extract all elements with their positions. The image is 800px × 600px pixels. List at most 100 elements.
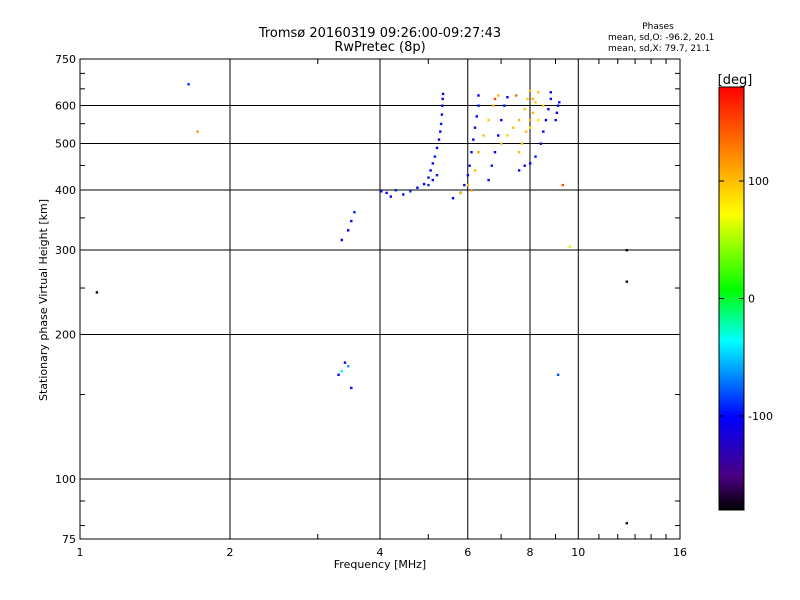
- data-point: [433, 155, 437, 158]
- data-point: [337, 373, 340, 376]
- data-point: [416, 186, 419, 189]
- y-tick-label: 600: [55, 100, 76, 113]
- data-point: [625, 522, 628, 525]
- data-point: [441, 97, 444, 101]
- data-point: [492, 104, 495, 107]
- data-point: [95, 291, 99, 294]
- data-point: [487, 178, 490, 182]
- data-point: [482, 134, 485, 137]
- data-point: [468, 164, 471, 167]
- data-point: [542, 130, 545, 133]
- data-point: [500, 142, 503, 145]
- data-point: [529, 89, 532, 92]
- data-point: [517, 118, 521, 122]
- data-point: [437, 138, 441, 141]
- data-point: [493, 97, 497, 101]
- plot-frame: [79, 58, 681, 540]
- data-point: [475, 115, 478, 118]
- x-tick-label: 16: [673, 546, 687, 559]
- grid-lines: [80, 59, 680, 539]
- data-point: [435, 146, 439, 150]
- data-point: [523, 108, 526, 111]
- colorbar-tick-label: 100: [748, 175, 769, 188]
- colorbar-tick-label: -100: [748, 410, 773, 423]
- y-tick-label: 200: [55, 329, 76, 342]
- y-axis-label: Stationary phase Virtual Height [km]: [37, 199, 50, 401]
- data-point: [439, 130, 442, 133]
- x-axis-label: Frequency [MHz]: [334, 558, 426, 571]
- data-point: [558, 101, 561, 104]
- data-point: [554, 118, 557, 122]
- data-point: [520, 142, 524, 145]
- chart-subtitle: RwPretec (8p): [334, 40, 426, 55]
- data-point: [500, 118, 503, 122]
- data-point: [561, 183, 564, 187]
- data-point: [556, 373, 560, 376]
- data-point: [487, 118, 490, 122]
- data-point: [394, 189, 398, 192]
- x-tick-label: 6: [464, 546, 471, 559]
- data-point: [422, 182, 426, 186]
- y-tick-label: 500: [55, 138, 76, 151]
- data-point: [340, 369, 343, 373]
- colorbar-label: [deg]: [718, 73, 753, 88]
- data-point: [555, 111, 559, 114]
- phase-o-stats: mean, sd,O: -96.2, 20.1: [608, 33, 715, 43]
- data-point: [347, 229, 350, 232]
- data-point: [470, 189, 473, 192]
- data-point: [389, 195, 392, 198]
- colorbar-tick-label: 0: [748, 293, 755, 306]
- data-point: [529, 162, 532, 165]
- data-point: [473, 169, 477, 172]
- data-point: [477, 104, 480, 107]
- data-point: [542, 104, 545, 107]
- data-point: [529, 126, 532, 129]
- colorbar-ticks: -100 0 100: [719, 175, 773, 423]
- data-point: [472, 138, 475, 141]
- data-point: [625, 249, 628, 252]
- data-point: [549, 91, 552, 94]
- data-point: [497, 134, 500, 137]
- data-point: [506, 96, 509, 99]
- data-point: [427, 183, 430, 187]
- y-tick-label: 75: [62, 533, 76, 546]
- data-point: [440, 113, 444, 116]
- data-point: [493, 151, 497, 154]
- data-point: [568, 245, 571, 248]
- data-point: [531, 97, 535, 101]
- data-point: [477, 151, 480, 154]
- data-point: [477, 94, 480, 97]
- data-point: [473, 126, 477, 129]
- data-point: [350, 219, 353, 223]
- data-point: [353, 211, 356, 214]
- data-point: [534, 101, 537, 104]
- data-point: [427, 176, 430, 179]
- data-point: [523, 164, 526, 167]
- x-tick-label: 10: [571, 546, 585, 559]
- data-point: [347, 365, 350, 368]
- x-tick-label: 8: [527, 546, 534, 559]
- data-point: [350, 386, 353, 390]
- data-point: [431, 178, 434, 182]
- y-tick-label: 400: [55, 184, 76, 197]
- y-tick-label: 100: [55, 473, 76, 486]
- data-point: [409, 190, 412, 193]
- x-tick-label: 4: [377, 546, 384, 559]
- data-point: [187, 83, 190, 86]
- data-point: [466, 174, 470, 177]
- data-point: [526, 97, 529, 101]
- data-point: [517, 169, 521, 172]
- data-point: [506, 134, 509, 137]
- data-point: [451, 197, 455, 200]
- data-point: [524, 130, 528, 133]
- data-point: [385, 191, 388, 195]
- data-point: [340, 238, 343, 242]
- chart-title: Tromsø 20160319 09:26:00-09:27:43: [258, 26, 502, 41]
- data-point: [556, 104, 560, 107]
- data-point: [515, 94, 518, 97]
- data-point: [196, 130, 199, 133]
- data-point: [435, 174, 439, 177]
- data-point: [490, 164, 493, 167]
- data-point: [539, 142, 542, 145]
